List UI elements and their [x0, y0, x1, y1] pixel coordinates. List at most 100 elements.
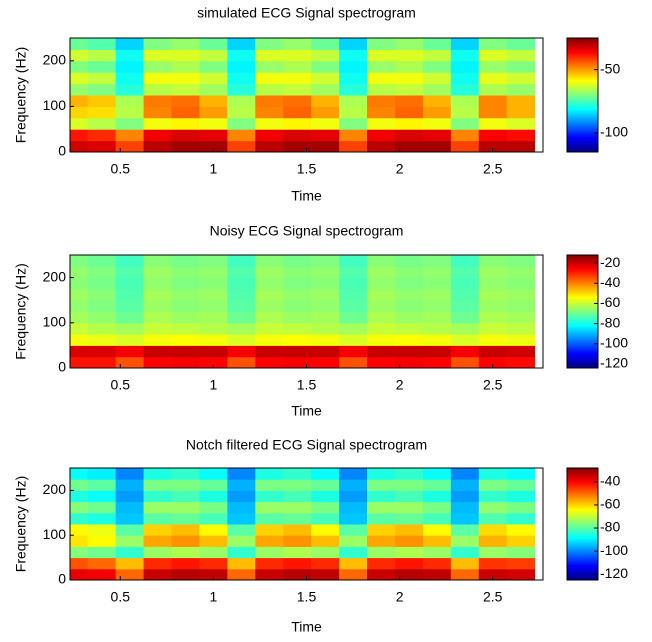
- heatmap-cell: [115, 140, 145, 152]
- heatmap-cell: [255, 356, 284, 368]
- heatmap-cell: [506, 60, 536, 73]
- heatmap-cell: [422, 524, 452, 536]
- heatmap-cell: [339, 524, 368, 536]
- x-axis-label: Time: [291, 403, 322, 419]
- heatmap-cell: [478, 117, 508, 130]
- heatmap-cell: [422, 345, 452, 358]
- heatmap-cell: [255, 83, 284, 96]
- heatmap-cell: [87, 490, 117, 503]
- heatmap-cell: [311, 535, 340, 547]
- heatmap-cell: [255, 322, 284, 335]
- heatmap-cell: [311, 83, 340, 96]
- heatmap-cell: [87, 72, 117, 85]
- heatmap-cell: [87, 311, 117, 324]
- heatmap-cell: [227, 266, 256, 279]
- heatmap-cell: [115, 38, 145, 50]
- heatmap-cell: [450, 322, 480, 335]
- heatmap-cell: [367, 255, 396, 267]
- heatmap-cell: [311, 60, 340, 73]
- x-tick-label: 1.5: [297, 589, 317, 605]
- heatmap-cell: [450, 524, 480, 536]
- heatmap-cell: [394, 524, 424, 536]
- heatmap-cell: [506, 72, 536, 85]
- heatmap-cell: [506, 479, 536, 491]
- heatmap-cell: [115, 524, 145, 536]
- heatmap-cell: [255, 140, 284, 152]
- heatmap-cell: [478, 334, 508, 346]
- heatmap-cell: [199, 277, 228, 290]
- heatmap-cell: [70, 38, 89, 50]
- heatmap-cell: [171, 356, 200, 368]
- heatmap-cell: [394, 311, 424, 324]
- heatmap-cell: [283, 38, 312, 50]
- x-tick-label: 2.5: [483, 377, 503, 393]
- x-tick-label: 1: [209, 589, 217, 605]
- heatmap-cell: [115, 546, 145, 559]
- y-axis-label: Frequency (Hz): [13, 476, 29, 572]
- heatmap-cell: [227, 38, 256, 50]
- heatmap-cell: [311, 106, 340, 119]
- heatmap-cell: [255, 106, 284, 119]
- heatmap-cell: [199, 311, 228, 324]
- heatmap-cell: [478, 479, 508, 491]
- heatmap-cell: [339, 568, 368, 580]
- heatmap-cell: [143, 479, 172, 491]
- heatmap-cell: [506, 512, 536, 525]
- heatmap-cell: [115, 288, 145, 301]
- heatmap-cell: [478, 468, 508, 480]
- heatmap-cell: [115, 106, 145, 119]
- heatmap-cell: [283, 334, 312, 346]
- colorbar-tick-label: -100: [600, 542, 628, 558]
- heatmap-cell: [255, 512, 284, 525]
- heatmap-cell: [87, 60, 117, 73]
- heatmap-cell: [199, 72, 228, 85]
- heatmap-cell: [199, 60, 228, 73]
- heatmap-cell: [422, 106, 452, 119]
- heatmap-cell: [283, 83, 312, 96]
- heatmap-cell: [143, 72, 172, 85]
- x-tick-label: 2: [396, 377, 404, 393]
- heatmap-cell: [394, 356, 424, 368]
- heatmap-cell: [506, 288, 536, 301]
- y-axis-label: Frequency (Hz): [13, 263, 29, 359]
- heatmap-cell: [506, 277, 536, 290]
- heatmap-cell: [87, 345, 117, 358]
- heatmap-cell: [143, 334, 172, 346]
- heatmap-cell: [70, 95, 89, 107]
- heatmap-cell: [422, 568, 452, 580]
- heatmap-cell: [450, 266, 480, 279]
- heatmap-cell: [227, 568, 256, 580]
- heatmap-cell: [87, 334, 117, 346]
- heatmap-cell: [171, 334, 200, 346]
- heatmap-cell: [87, 356, 117, 368]
- heatmap-cell: [506, 117, 536, 130]
- heatmap-cell: [422, 501, 452, 514]
- heatmap-cell: [339, 557, 368, 570]
- heatmap-cell: [311, 300, 340, 312]
- heatmap-cell: [87, 106, 117, 119]
- heatmap-cell: [115, 277, 145, 290]
- heatmap-cell: [311, 38, 340, 50]
- heatmap-cell: [311, 129, 340, 142]
- heatmap-cell: [450, 512, 480, 525]
- heatmap-cell: [478, 83, 508, 96]
- heatmap-cell: [339, 334, 368, 346]
- heatmap-cell: [367, 311, 396, 324]
- heatmap-cell: [255, 535, 284, 547]
- heatmap-cells: [70, 468, 536, 580]
- y-tick-label: 200: [43, 268, 67, 284]
- heatmap-cell: [171, 490, 200, 503]
- heatmap-cell: [394, 479, 424, 491]
- heatmap-cell: [339, 288, 368, 301]
- heatmap-cell: [422, 38, 452, 50]
- x-tick-label: 0.5: [111, 377, 131, 393]
- heatmap-cell: [283, 345, 312, 358]
- heatmap-cell: [422, 322, 452, 335]
- heatmap-cell: [367, 266, 396, 279]
- heatmap-cell: [394, 546, 424, 559]
- heatmap-cell: [115, 83, 145, 96]
- y-tick-label: 200: [43, 52, 67, 68]
- heatmap-cell: [450, 277, 480, 290]
- heatmap-cell: [283, 49, 312, 62]
- heatmap-cell: [255, 49, 284, 62]
